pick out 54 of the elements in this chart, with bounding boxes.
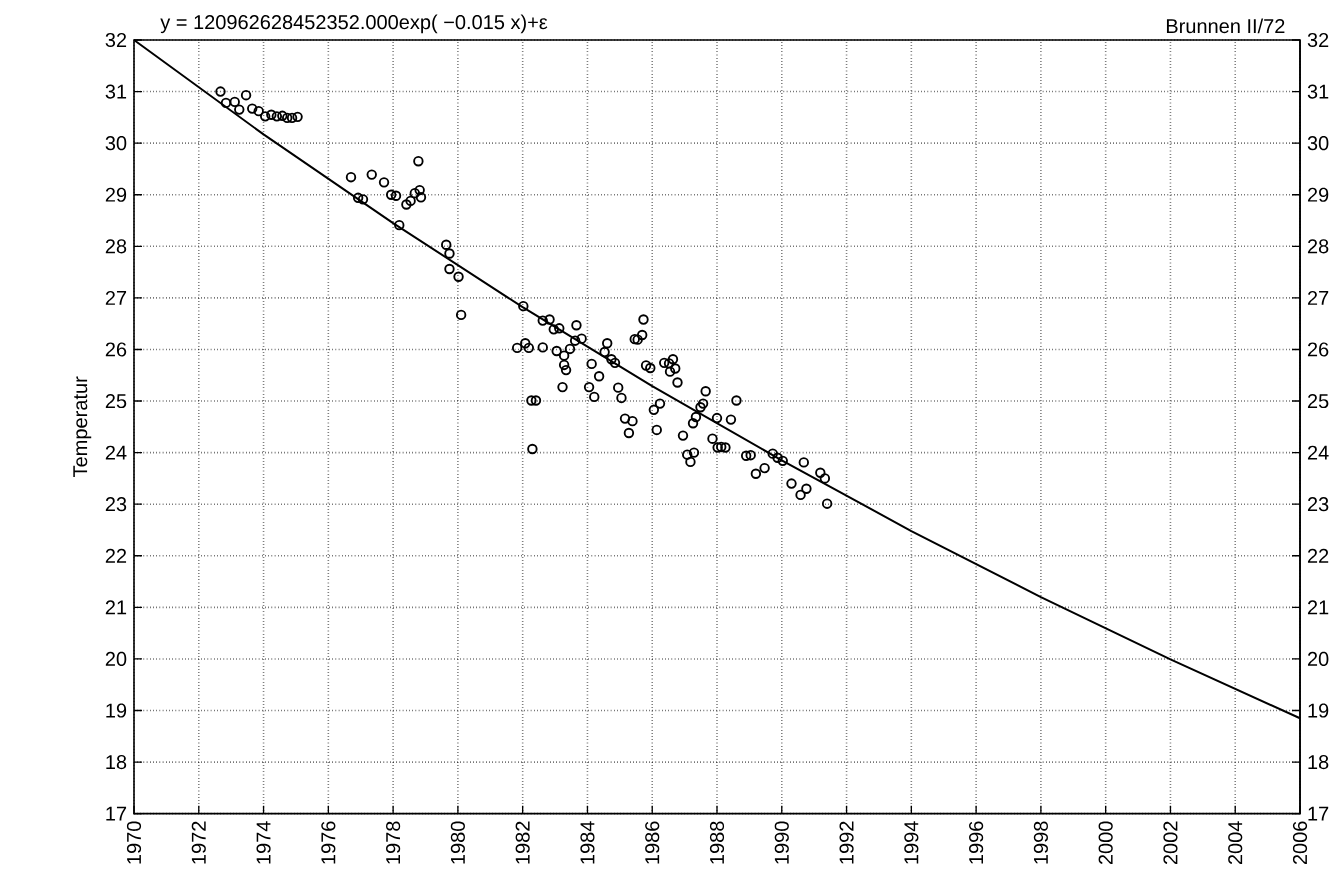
y-tick-label: 18: [106, 755, 127, 770]
x-tick-label: 2006: [1292, 821, 1308, 865]
y2-tick-label: 25: [1307, 393, 1329, 409]
y-tick-label: 28: [105, 239, 127, 254]
x-tick-label: 1986: [645, 821, 660, 864]
y-tick-label: 20: [105, 651, 127, 666]
x-tick-label: 1976: [321, 821, 336, 864]
y-tick-label: 21: [105, 600, 127, 615]
y2-tick-label: 23: [1307, 497, 1329, 512]
y2-tick-label: 17: [1308, 806, 1329, 821]
y-tick-label: 27: [105, 290, 127, 305]
y2-tick-label: 27: [1307, 290, 1329, 305]
y-tick-label: 31: [105, 84, 127, 99]
y2-tick-label: 28: [1307, 239, 1329, 254]
y-tick-label: 17: [106, 806, 127, 821]
y2-tick-label: 22: [1307, 548, 1329, 563]
y-axis-title: Temperatur: [73, 376, 92, 477]
x-tick-label: 1980: [450, 821, 465, 864]
y-tick-label: 26: [105, 342, 127, 357]
x-tick-label: 1974: [256, 821, 271, 864]
x-tick-label: 1982: [515, 821, 530, 864]
y2-tick-label: 26: [1307, 342, 1329, 357]
x-tick-label: 1970: [126, 821, 142, 864]
x-tick-label: 1998: [1033, 821, 1048, 864]
x-tick-label: 1988: [709, 821, 725, 864]
y2-tick-label: 21: [1307, 600, 1329, 615]
y2-tick-label: 29: [1307, 187, 1329, 202]
y-tick-label: 32: [105, 32, 127, 48]
text: y = 120962628452352.000exp( −0.015 x)+ε: [160, 14, 548, 34]
x-tick-label: 1972: [191, 821, 206, 864]
y-tick-label: 23: [105, 497, 127, 512]
x-tick-label: 2002: [1163, 821, 1178, 865]
y2-tick-label: 19: [1308, 703, 1329, 718]
y2-tick-label: 18: [1308, 755, 1329, 770]
y2-tick-label: 32: [1307, 32, 1329, 48]
x-tick-label: 1984: [580, 821, 595, 864]
y-tick-label: 30: [105, 136, 127, 151]
y-tick-label: 25: [105, 393, 127, 409]
y-tick-label: 24: [105, 445, 127, 460]
y2-tick-label: 31: [1307, 84, 1329, 99]
x-tick-label: 1992: [839, 821, 854, 864]
y2-tick-label: 20: [1307, 651, 1329, 666]
x-tick-label: 1990: [774, 821, 789, 864]
text: Brunnen II/72: [1166, 18, 1285, 34]
x-tick-label: 2000: [1098, 821, 1113, 865]
y2-tick-label: 24: [1307, 445, 1329, 460]
x-tick-label: 1994: [904, 821, 919, 864]
y2-tick-label: 30: [1307, 136, 1329, 151]
y-tick-label: 22: [105, 548, 127, 563]
x-tick-label: 1978: [386, 821, 401, 864]
x-tick-label: 1996: [969, 821, 984, 864]
y-tick-label: 19: [106, 703, 127, 718]
x-tick-label: 2004: [1228, 821, 1243, 865]
y-tick-label: 29: [105, 187, 127, 202]
